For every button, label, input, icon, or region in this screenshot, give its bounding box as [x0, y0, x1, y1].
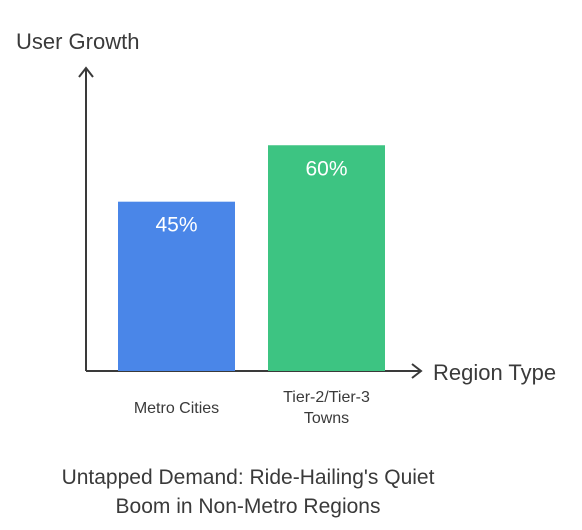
bar-metro-cities: [118, 201, 235, 371]
chart-title: Untapped Demand: Ride-Hailing's Quiet Boo…: [62, 466, 435, 518]
category-labels: Metro Cities Tier-2/Tier-3 Towns: [134, 389, 370, 427]
bars-group: 45% 60%: [118, 145, 385, 371]
category-label: Towns: [304, 410, 349, 427]
y-axis: [78, 66, 94, 371]
x-axis-label: Region Type: [433, 360, 556, 385]
chart-title-line: Boom in Non-Metro Regions: [116, 495, 381, 518]
chart-title-line: Untapped Demand: Ride-Hailing's Quiet: [62, 466, 435, 489]
category-label: Metro Cities: [134, 400, 219, 417]
y-axis-label: User Growth: [16, 29, 139, 54]
category-label: Tier-2/Tier-3: [283, 389, 370, 406]
bar-tier-2-tier-3-towns: [268, 145, 385, 371]
bar-data-label: 45%: [155, 214, 197, 237]
bar-data-label: 60%: [305, 157, 347, 180]
